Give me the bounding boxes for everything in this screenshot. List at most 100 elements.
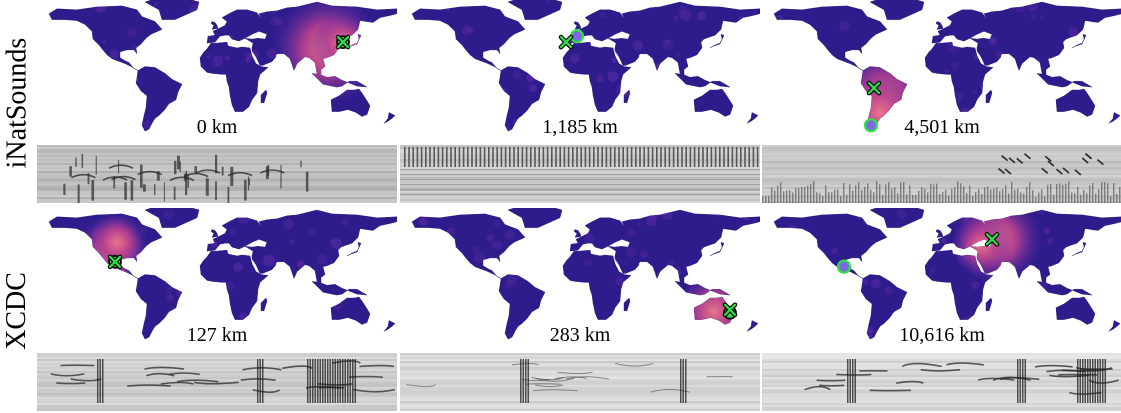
world-map: [762, 208, 1121, 345]
panel-r1-c1: 283 km: [400, 208, 760, 413]
land-newzealand: [383, 320, 396, 332]
land-indonesia: [1036, 281, 1093, 296]
spectrogram-svg: [37, 145, 397, 203]
x-marker-icon: [107, 254, 123, 270]
map-svg: [48, 208, 397, 340]
land-europe: [569, 217, 626, 252]
land-greenland: [144, 208, 200, 228]
spectrogram: [762, 353, 1121, 411]
panel-r0-c2: 4,501 km: [762, 0, 1121, 205]
land-newzealand: [1108, 112, 1121, 124]
land-madagascar: [985, 297, 993, 312]
land-australia: [330, 296, 371, 325]
land-greenland: [144, 0, 200, 20]
land-uk: [573, 229, 582, 238]
world-map: [762, 0, 1121, 137]
spectrogram: [400, 145, 760, 203]
land-south-america: [135, 66, 183, 132]
circle-marker-icon: [863, 118, 879, 133]
land-europe: [206, 217, 263, 252]
spectrogram: [400, 353, 760, 411]
spectrogram-background: [762, 353, 1121, 411]
land-madagascar: [260, 89, 268, 104]
land-asia: [607, 209, 760, 285]
land-uk: [935, 229, 944, 238]
land-australia: [1055, 296, 1096, 325]
x-marker-icon: [866, 80, 882, 96]
row-label-text: iNatSounds: [1, 37, 32, 168]
spectrogram-svg: [400, 353, 760, 411]
land-madagascar: [985, 89, 993, 104]
distance-label: 283 km: [400, 324, 760, 347]
land-japan: [1071, 242, 1087, 257]
land-north-america: [773, 5, 888, 71]
land-asia: [969, 1, 1121, 77]
land-uk: [573, 21, 582, 30]
land-australia: [1055, 88, 1096, 117]
spectrogram-svg: [400, 145, 760, 203]
land-europe: [206, 9, 263, 44]
distance-label: 127 km: [37, 324, 397, 347]
land-madagascar: [623, 89, 631, 104]
world-map: [37, 208, 397, 345]
land-south-america: [498, 66, 546, 132]
land-africa: [199, 249, 269, 320]
spectrogram: [37, 145, 397, 203]
land-japan: [709, 34, 725, 49]
land-indonesia: [1036, 73, 1093, 88]
distance-label: 1,185 km: [400, 116, 760, 139]
land-indonesia: [674, 73, 731, 88]
density-hotspot: [952, 215, 1012, 276]
distance-label: 4,501 km: [762, 116, 1121, 139]
land-south-america: [860, 274, 908, 340]
land-newzealand: [746, 112, 759, 124]
land-north-america: [411, 5, 526, 71]
circle-marker-icon: [836, 259, 852, 274]
map-svg: [773, 208, 1121, 340]
land-madagascar: [260, 297, 268, 312]
spectrogram-background: [400, 353, 760, 411]
land-uk: [210, 21, 219, 30]
land-japan: [1071, 34, 1087, 49]
land-arabia: [614, 255, 640, 274]
land-arabia: [976, 47, 1002, 66]
world-map: [400, 0, 760, 137]
map-svg: [411, 208, 760, 340]
x-marker-icon: [335, 34, 351, 50]
row-label-text: XCDC: [1, 271, 33, 350]
land-greenland: [869, 208, 925, 228]
land-asia: [607, 1, 760, 77]
land-north-america: [773, 213, 888, 279]
panel-r0-c0: 0 km: [37, 0, 397, 205]
land-uk: [935, 21, 944, 30]
land-africa: [562, 249, 632, 320]
land-newzealand: [1108, 320, 1121, 332]
map-svg: [411, 0, 760, 132]
panel-r0-c1: 1,185 km: [400, 0, 760, 205]
row-label-inatsounds: iNatSounds: [0, 0, 34, 205]
spectrogram: [37, 353, 397, 411]
land-greenland: [507, 208, 563, 228]
land-greenland: [869, 0, 925, 20]
land-greenland: [507, 0, 563, 20]
land-australia: [693, 88, 734, 117]
world-map: [400, 208, 760, 345]
spectrogram-svg: [762, 145, 1121, 203]
row-label-xcdc: XCDC: [0, 208, 34, 413]
distance-label: 0 km: [37, 116, 397, 139]
map-svg: [773, 0, 1121, 133]
land-indonesia: [311, 281, 368, 296]
x-marker-icon: [722, 302, 738, 318]
land-south-america: [498, 274, 546, 340]
spectrogram: [762, 145, 1121, 203]
land-asia: [244, 209, 397, 285]
land-japan: [346, 242, 362, 257]
land-arabia: [614, 47, 640, 66]
land-north-america: [411, 213, 526, 279]
x-marker-icon: [558, 34, 574, 50]
panel-r1-c0: 127 km: [37, 208, 397, 413]
spectrogram-svg: [762, 353, 1121, 411]
x-marker-icon: [984, 232, 1000, 247]
distance-label: 10,616 km: [762, 324, 1121, 347]
land-uk: [210, 229, 219, 238]
